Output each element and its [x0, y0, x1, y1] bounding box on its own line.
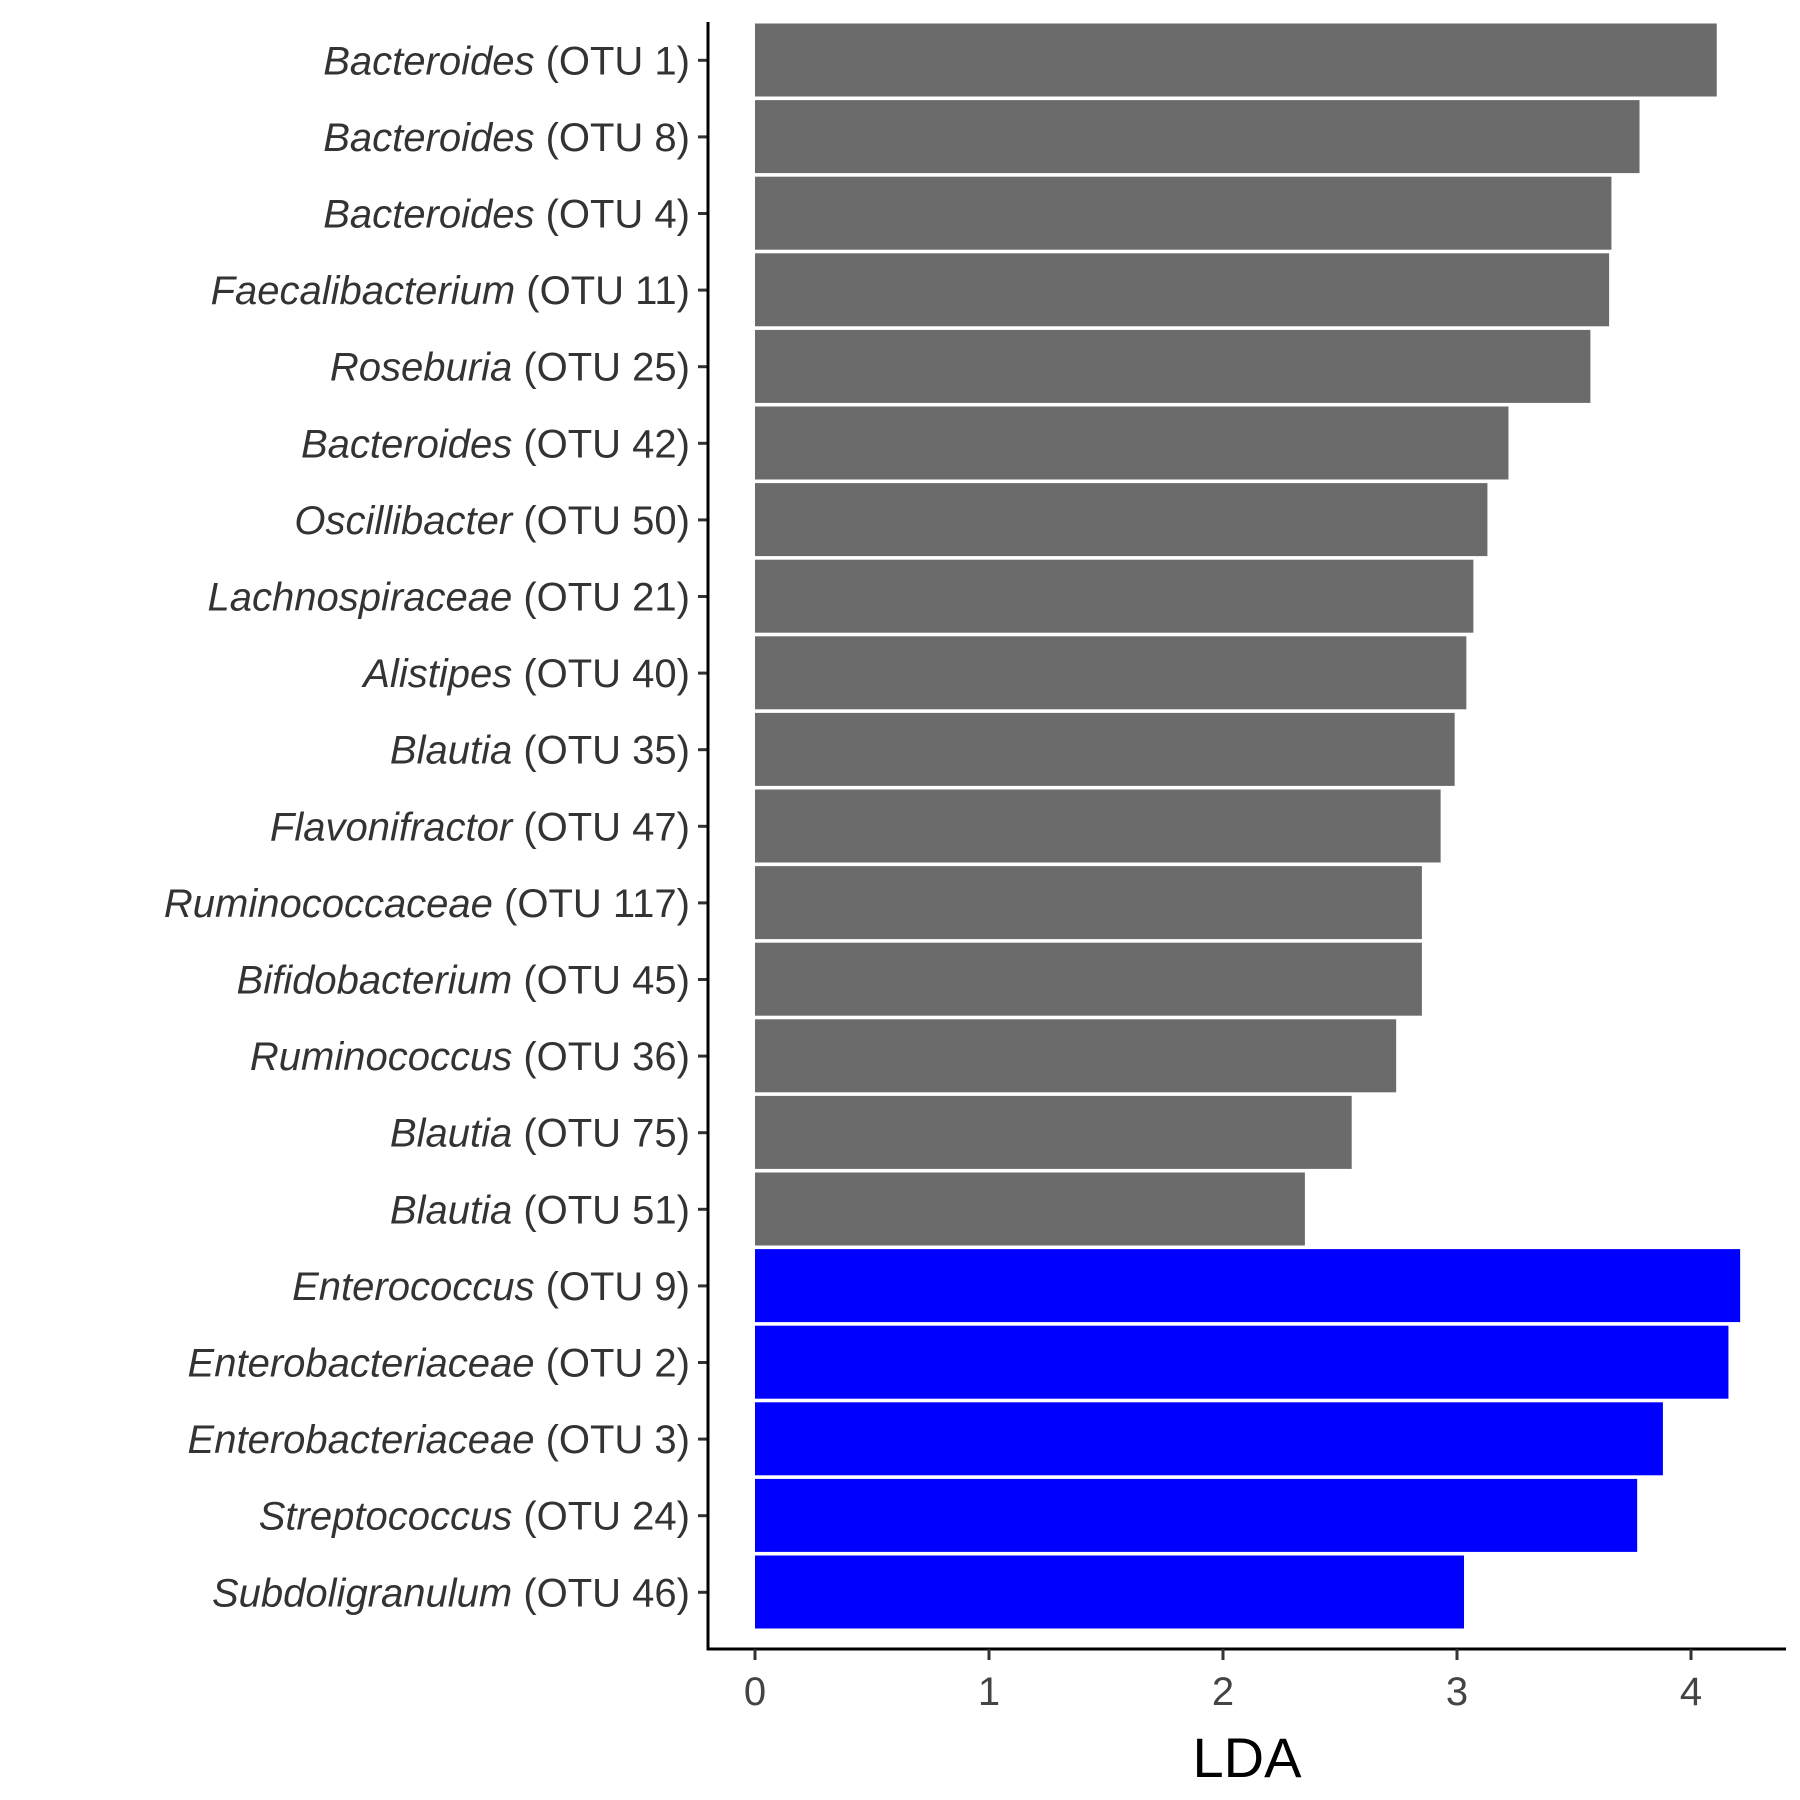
otu-id: (OTU 45) [512, 959, 690, 1003]
genus-name: Subdoligranulum [212, 1571, 512, 1615]
otu-id: (OTU 46) [512, 1571, 690, 1615]
otu-id: (OTU 2) [534, 1342, 690, 1386]
otu-id: (OTU 9) [534, 1265, 690, 1309]
genus-name: Enterococcus [292, 1265, 534, 1309]
otu-id: (OTU 40) [512, 652, 690, 696]
x-tick-label: 2 [1212, 1670, 1234, 1714]
otu-id: (OTU 3) [534, 1418, 690, 1462]
genus-name: Streptococcus [259, 1495, 512, 1539]
genus-name: Bacteroides [323, 116, 534, 160]
bar-oscillibacter-50 [755, 483, 1488, 557]
category-label: Alistipes (OTU 40) [361, 652, 690, 696]
bar-blautia-51 [755, 1172, 1305, 1246]
bar-enterobacteriaceae-3 [755, 1402, 1663, 1476]
otu-id: (OTU 25) [512, 346, 690, 390]
otu-id: (OTU 24) [512, 1495, 690, 1539]
bar-roseburia-25 [755, 329, 1591, 403]
bar-enterococcus-9 [755, 1249, 1741, 1323]
bar-bacteroides-1 [755, 23, 1717, 97]
bar-lachnospiraceae-21 [755, 559, 1474, 633]
category-label: Flavonifractor (OTU 47) [270, 805, 690, 849]
category-label: Ruminococcaceae (OTU 117) [164, 882, 690, 926]
genus-name: Ruminococcus [250, 1035, 512, 1079]
genus-name: Lachnospiraceae [208, 576, 513, 620]
bar-blautia-75 [755, 1095, 1352, 1169]
bar-subdoligranulum-46 [755, 1555, 1465, 1629]
category-label: Roseburia (OTU 25) [330, 346, 690, 390]
otu-id: (OTU 8) [534, 116, 690, 160]
category-labels: Bacteroides (OTU 1)Bacteroides (OTU 8)Ba… [164, 39, 690, 1615]
otu-id: (OTU 36) [512, 1035, 690, 1079]
category-label: Lachnospiraceae (OTU 21) [208, 576, 690, 620]
bar-bacteroides-42 [755, 406, 1509, 480]
category-label: Subdoligranulum (OTU 46) [212, 1571, 690, 1615]
genus-name: Blautia [390, 729, 512, 773]
genus-name: Faecalibacterium [211, 269, 516, 313]
otu-id: (OTU 75) [512, 1112, 690, 1156]
bar-ruminococcaceae-117 [755, 866, 1422, 940]
otu-id: (OTU 50) [512, 499, 690, 543]
category-label: Ruminococcus (OTU 36) [250, 1035, 690, 1079]
genus-name: Blautia [390, 1188, 512, 1232]
bars-layer [755, 23, 1741, 1629]
genus-name: Roseburia [330, 346, 512, 390]
x-axis-title: LDA [1193, 1726, 1303, 1789]
genus-name: Flavonifractor [270, 805, 514, 849]
category-label: Blautia (OTU 51) [390, 1188, 690, 1232]
category-label: Enterobacteriaceae (OTU 2) [188, 1342, 690, 1386]
category-label: Bacteroides (OTU 42) [301, 422, 690, 466]
genus-name: Blautia [390, 1112, 512, 1156]
bar-streptococcus-24 [755, 1478, 1638, 1552]
otu-id: (OTU 35) [512, 729, 690, 773]
x-tick-label: 4 [1680, 1670, 1702, 1714]
category-label: Enterococcus (OTU 9) [292, 1265, 690, 1309]
otu-id: (OTU 47) [512, 805, 690, 849]
axes: 0 1 2 3 4 [698, 22, 1786, 1714]
category-label: Bifidobacterium (OTU 45) [237, 959, 690, 1003]
otu-id: (OTU 11) [515, 269, 690, 313]
bar-blautia-35 [755, 712, 1455, 786]
x-tick-label: 0 [744, 1670, 766, 1714]
otu-id: (OTU 117) [493, 882, 690, 926]
genus-name: Enterobacteriaceae [188, 1418, 535, 1462]
bar-flavonifractor-47 [755, 789, 1441, 863]
category-label: Streptococcus (OTU 24) [259, 1495, 690, 1539]
category-label: Enterobacteriaceae (OTU 3) [188, 1418, 690, 1462]
bar-enterobacteriaceae-2 [755, 1325, 1729, 1399]
otu-id: (OTU 21) [512, 576, 690, 620]
bar-bacteroides-4 [755, 176, 1612, 250]
category-label: Blautia (OTU 75) [390, 1112, 690, 1156]
genus-name: Bacteroides [323, 39, 534, 83]
bar-faecalibacterium-11 [755, 253, 1610, 327]
otu-id: (OTU 42) [512, 422, 690, 466]
otu-id: (OTU 1) [534, 39, 690, 83]
category-label: Oscillibacter (OTU 50) [294, 499, 690, 543]
otu-id: (OTU 4) [534, 193, 690, 237]
genus-name: Enterobacteriaceae [188, 1342, 535, 1386]
bar-alistipes-40 [755, 636, 1467, 710]
category-label: Faecalibacterium (OTU 11) [211, 269, 690, 313]
x-tick-label: 1 [978, 1670, 1000, 1714]
bar-bacteroides-8 [755, 100, 1640, 174]
category-label: Bacteroides (OTU 8) [323, 116, 690, 160]
category-label: Bacteroides (OTU 4) [323, 193, 690, 237]
genus-name: Bacteroides [323, 193, 534, 237]
bar-ruminococcus-36 [755, 1019, 1397, 1093]
x-tick-label: 3 [1446, 1670, 1468, 1714]
genus-name: Ruminococcaceae [164, 882, 493, 926]
category-label: Bacteroides (OTU 1) [323, 39, 690, 83]
genus-name: Oscillibacter [294, 499, 514, 543]
genus-name: Bacteroides [301, 422, 512, 466]
genus-name: Bifidobacterium [237, 959, 513, 1003]
bar-bifidobacterium-45 [755, 942, 1422, 1016]
genus-name: Alistipes [361, 652, 512, 696]
otu-id: (OTU 51) [512, 1188, 690, 1232]
category-label: Blautia (OTU 35) [390, 729, 690, 773]
